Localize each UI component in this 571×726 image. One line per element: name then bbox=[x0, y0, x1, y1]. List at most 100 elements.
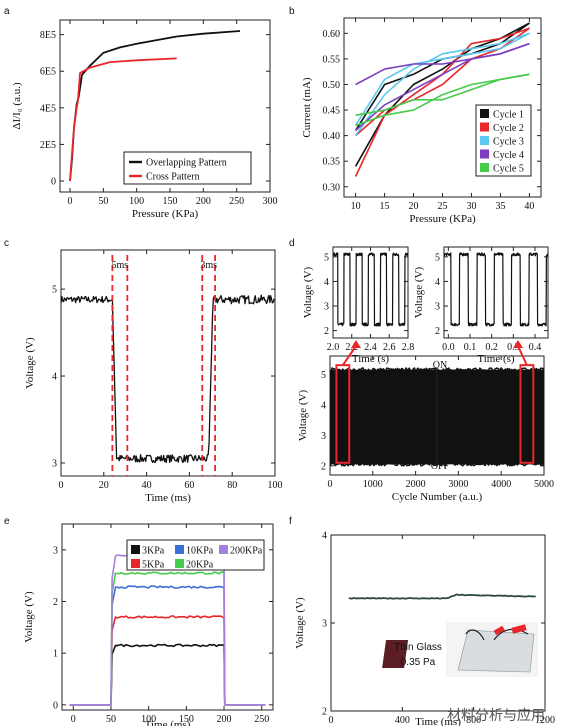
y-tick-label: 2 bbox=[435, 326, 440, 337]
x-tick-label: 200 bbox=[196, 196, 211, 207]
x-tick-label: 150 bbox=[179, 714, 194, 725]
y-tick-label: 0.45 bbox=[323, 106, 341, 117]
y-tick-label: 0.30 bbox=[323, 182, 341, 193]
x-tick-label: 0 bbox=[68, 196, 73, 207]
highlight-arrow bbox=[517, 345, 528, 366]
series-line-3kpa bbox=[69, 643, 266, 706]
x-axis-label: Time (ms) bbox=[415, 716, 461, 726]
legend-label: Cycle 4 bbox=[493, 150, 524, 161]
legend-swatch bbox=[480, 122, 489, 132]
y-tick-label: 0 bbox=[51, 177, 56, 188]
annotation-label: 5ms bbox=[112, 260, 129, 271]
y-tick-label: 5 bbox=[321, 370, 326, 381]
series-line-5kpa bbox=[69, 615, 266, 706]
legend-label: Cycle 1 bbox=[493, 110, 524, 121]
x-tick-label: 2000 bbox=[406, 479, 426, 490]
x-tick-label: 0 bbox=[329, 715, 334, 726]
highlight-arrow bbox=[342, 345, 357, 366]
series-line-10kpa bbox=[69, 585, 266, 706]
sensor-device bbox=[382, 640, 409, 668]
y-tick-label: 4 bbox=[321, 400, 326, 411]
series-line-cycle-4-unloading bbox=[355, 42, 530, 132]
y-axis-label: Voltage (V) bbox=[294, 597, 306, 649]
x-tick-label: 200 bbox=[217, 714, 232, 725]
panel-letter-b: b bbox=[289, 6, 295, 17]
y-tick-label: 0.55 bbox=[323, 54, 341, 65]
legend-label: Cycle 5 bbox=[493, 164, 524, 175]
legend-label: 20KPa bbox=[186, 560, 214, 571]
panel-a: 0 50 100 150 200 250 300 0 2E5 4E5 6E5 8E5 Pressure … bbox=[11, 19, 278, 220]
x-tick-label: 800 bbox=[466, 715, 481, 726]
x-axis-label: Time (s) bbox=[352, 353, 390, 365]
legend-label: 10KPa bbox=[186, 546, 214, 557]
panel-letter-d: d bbox=[289, 238, 295, 249]
annotation-on-label: ON bbox=[433, 360, 447, 371]
x-axis-label: Cycle Number (a.u.) bbox=[392, 491, 483, 503]
y-tick-label: 3 bbox=[53, 545, 58, 556]
y-tick-label: 4 bbox=[324, 277, 329, 288]
legend-label: 3KPa bbox=[142, 546, 165, 557]
clip bbox=[511, 624, 527, 634]
x-tick-label: 100 bbox=[141, 714, 156, 725]
x-tick-label: 300 bbox=[263, 196, 278, 207]
y-tick-label: 4E5 bbox=[40, 103, 56, 114]
x-tick-label: 0.2 bbox=[485, 342, 498, 353]
x-tick-label: 15 bbox=[380, 201, 390, 212]
plot-frame bbox=[60, 249, 276, 477]
x-tick-label: 2.6 bbox=[383, 342, 396, 353]
y-tick-label: 4 bbox=[322, 531, 327, 542]
legend-swatch bbox=[480, 163, 489, 172]
annotation-label: 3ms bbox=[200, 260, 217, 271]
y-axis-label: Voltage (V) bbox=[24, 337, 36, 389]
x-tick-label: 0 bbox=[328, 479, 333, 490]
legend-label: Cycle 3 bbox=[493, 137, 524, 148]
highlight-arrowhead bbox=[351, 340, 361, 348]
series-line-20kpa bbox=[69, 571, 266, 706]
glass-slide bbox=[457, 629, 535, 673]
plot-frame bbox=[61, 523, 274, 711]
wire bbox=[465, 629, 485, 641]
y-tick-label: 3 bbox=[322, 619, 327, 630]
y-tick-label: 4 bbox=[52, 372, 57, 383]
highlight-arrowhead bbox=[513, 340, 523, 348]
x-tick-label: 60 bbox=[184, 480, 194, 491]
x-tick-label: 100 bbox=[129, 196, 144, 207]
y-tick-label: 3 bbox=[321, 431, 326, 442]
panel-c: 0 20 40 60 80 100 3 4 5 Time (ms) Voltage (V) 5ms 3m… bbox=[24, 249, 283, 504]
panel-letter-f: f bbox=[289, 516, 292, 527]
series-line-voltage bbox=[60, 294, 275, 464]
x-tick-label: 1200 bbox=[535, 715, 555, 726]
x-tick-label: 10 bbox=[351, 201, 361, 212]
legend-label: Overlapping Pattern bbox=[146, 158, 227, 169]
y-tick-label: 6E5 bbox=[40, 67, 56, 78]
x-tick-label: 40 bbox=[524, 201, 534, 212]
x-tick-label: 0.0 bbox=[442, 342, 455, 353]
series-line-cross-pattern bbox=[69, 57, 177, 182]
x-tick-label: 400 bbox=[395, 715, 410, 726]
x-tick-label: 0 bbox=[71, 714, 76, 725]
y-tick-label: 4 bbox=[435, 277, 440, 288]
legend-swatch bbox=[480, 136, 489, 145]
legend-label: 5KPa bbox=[142, 560, 165, 571]
y-tick-label: 5 bbox=[435, 252, 440, 263]
x-axis-label: Time (ms) bbox=[145, 492, 191, 504]
series-line-on-envelope bbox=[329, 367, 545, 373]
y-tick-label: 1 bbox=[53, 649, 58, 660]
clip bbox=[493, 625, 505, 636]
plot-frame bbox=[443, 246, 549, 339]
inset-photo bbox=[382, 622, 538, 677]
x-tick-label: 100 bbox=[268, 480, 283, 491]
y-tick-label: 0.50 bbox=[323, 80, 341, 91]
x-tick-label: 2.0 bbox=[327, 342, 340, 353]
x-tick-label: 35 bbox=[495, 201, 505, 212]
y-tick-label: 2 bbox=[324, 326, 329, 337]
series-line-voltage bbox=[348, 593, 536, 600]
x-tick-label: 80 bbox=[227, 480, 237, 491]
x-tick-label: 2.8 bbox=[402, 342, 415, 353]
legend-label: Cycle 2 bbox=[493, 123, 524, 134]
x-tick-label: 0.4 bbox=[529, 342, 542, 353]
wire bbox=[493, 628, 529, 641]
legend-swatch bbox=[480, 109, 489, 118]
y-axis-label: Voltage (V) bbox=[413, 266, 425, 318]
series-line-200kpa bbox=[69, 554, 266, 706]
